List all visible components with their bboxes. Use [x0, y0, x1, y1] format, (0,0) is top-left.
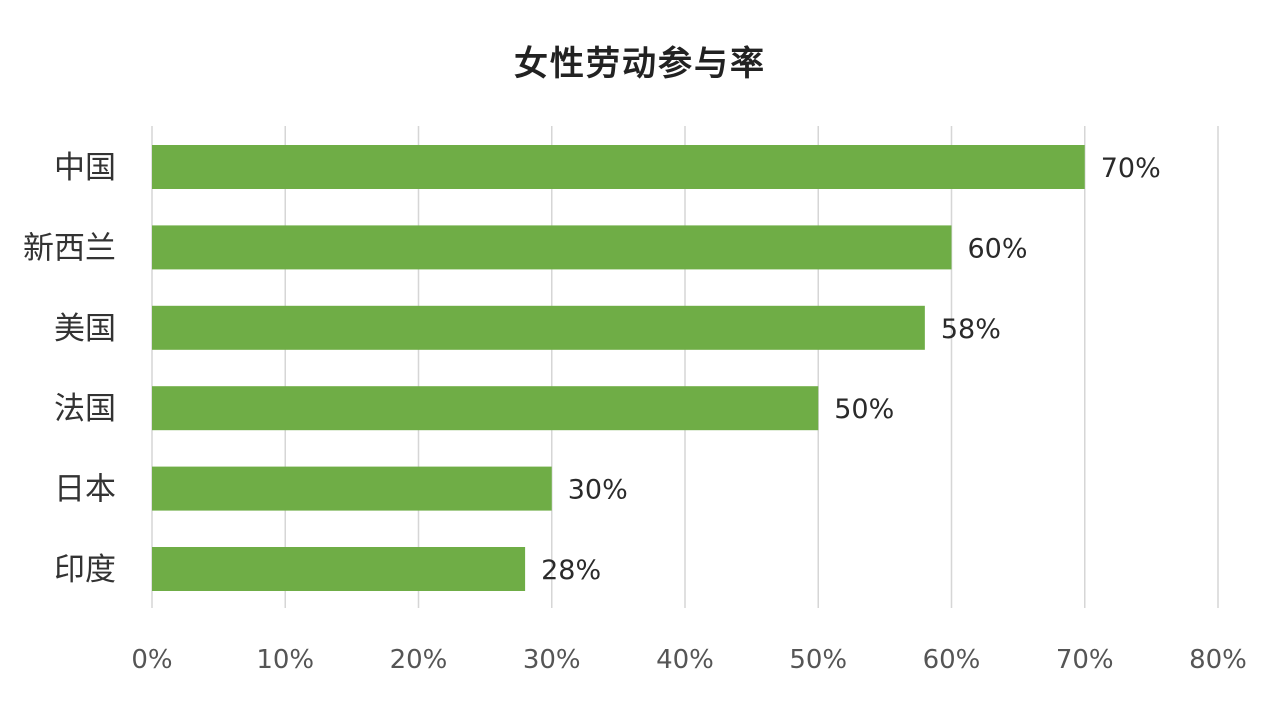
- bar: [152, 386, 819, 431]
- bar: [152, 225, 952, 270]
- data-label: 50%: [834, 394, 894, 425]
- x-tick-label: 70%: [1056, 645, 1114, 675]
- x-tick-label: 20%: [390, 645, 448, 675]
- x-tick-label: 10%: [256, 645, 314, 675]
- x-tick-label: 0%: [131, 645, 172, 675]
- category-label: 中国: [54, 150, 116, 186]
- bar: [152, 547, 526, 591]
- data-label: 28%: [541, 555, 601, 586]
- grid-lines: [151, 126, 1219, 608]
- data-label: 70%: [1101, 153, 1161, 184]
- value-labels: 70% 60% 58% 50% 30% 28%: [541, 153, 1161, 586]
- data-label: 58%: [941, 314, 1001, 345]
- category-label: 法国: [54, 391, 116, 427]
- bars: [152, 145, 1085, 591]
- x-tick-label: 60%: [923, 645, 981, 675]
- x-tick-labels: 0% 10% 20% 30% 40% 50% 60% 70% 80%: [131, 645, 1247, 675]
- bar: [152, 305, 925, 350]
- category-label: 印度: [54, 552, 116, 588]
- bar: [152, 466, 552, 511]
- category-label: 美国: [54, 311, 116, 347]
- x-tick-label: 40%: [656, 645, 714, 675]
- data-label: 30%: [568, 475, 628, 506]
- data-label: 60%: [968, 233, 1028, 264]
- x-tick-label: 30%: [523, 645, 581, 675]
- x-tick-label: 50%: [789, 645, 847, 675]
- category-label: 新西兰: [23, 230, 116, 266]
- category-label: 日本: [54, 472, 116, 508]
- chart-title: 女性劳动参与率: [514, 44, 766, 84]
- x-tick-label: 80%: [1189, 645, 1247, 675]
- bar: [152, 145, 1085, 189]
